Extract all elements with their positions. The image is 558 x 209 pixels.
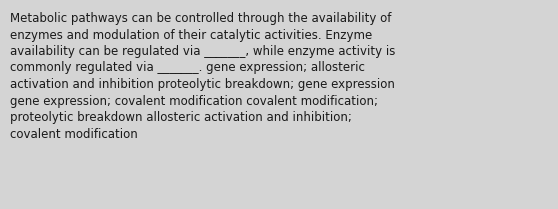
Text: Metabolic pathways can be controlled through the availability of
enzymes and mod: Metabolic pathways can be controlled thr… bbox=[10, 12, 396, 140]
